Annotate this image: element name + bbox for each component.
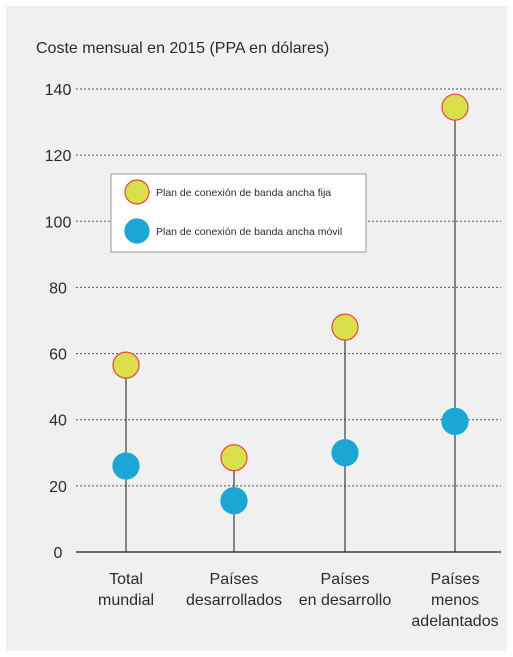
x-category-label: adelantados (411, 613, 498, 630)
legend-label-fixed: Plan de conexión de banda ancha fija (156, 187, 331, 199)
point-fixed-broadband (220, 444, 248, 472)
x-category-label: Países (431, 571, 480, 588)
x-category-label: en desarrollo (299, 592, 392, 609)
point-mobile-broadband (441, 407, 469, 435)
y-tick-label: 80 (49, 280, 67, 297)
grid-layer (76, 88, 501, 487)
y-tick-label: 60 (49, 347, 67, 364)
y-tick-label: 120 (45, 148, 72, 165)
y-tick-label: 20 (49, 479, 67, 496)
chart-svg: Coste mensual en 2015 (PPA en dólares) 0… (36, 40, 501, 630)
point-fixed-broadband (331, 313, 359, 341)
legend-swatch-mobile (124, 218, 150, 244)
point-mobile-broadband (331, 439, 359, 467)
axis-layer: 0 20 40 60 80 100 120 140 (45, 82, 501, 562)
y-tick-label: 140 (45, 82, 72, 99)
y-tick-label: 0 (54, 545, 63, 562)
point-layer (112, 93, 469, 515)
legend-box (110, 173, 367, 253)
legend-swatch-fixed (124, 179, 150, 205)
y-tick-label: 100 (45, 214, 72, 231)
point-mobile-broadband (220, 487, 248, 515)
point-mobile-broadband (112, 452, 140, 480)
x-category-label: Países (321, 571, 370, 588)
y-tick-label: 40 (49, 413, 67, 430)
point-fixed-broadband (441, 93, 469, 121)
chart-panel: Coste mensual en 2015 (PPA en dólares) 0… (6, 6, 507, 651)
legend: Plan de conexión de banda ancha fija Pla… (110, 173, 367, 253)
x-category-label: menos (431, 592, 479, 609)
chart-title: Coste mensual en 2015 (PPA en dólares) (36, 40, 329, 57)
point-fixed-broadband (112, 351, 140, 379)
label-layer: Total mundial Países desarrollados Países en … (98, 571, 499, 630)
x-category-label: Total (109, 571, 143, 588)
x-category-label: mundial (98, 592, 154, 609)
legend-label-mobile: Plan de conexión de banda ancha móvil (156, 226, 342, 238)
x-category-label: desarrollados (186, 592, 282, 609)
x-category-label: Países (210, 571, 259, 588)
